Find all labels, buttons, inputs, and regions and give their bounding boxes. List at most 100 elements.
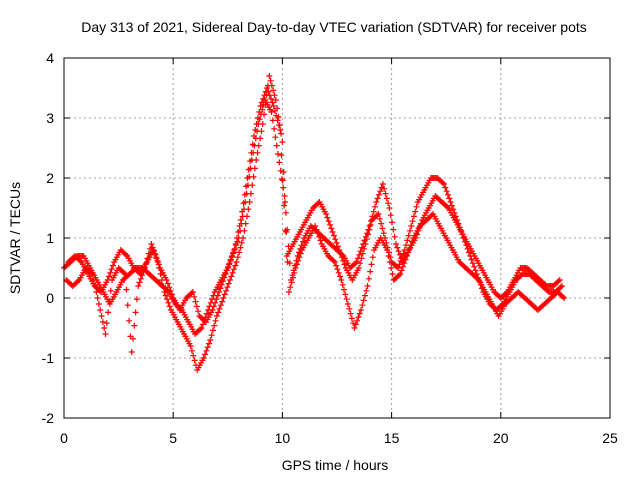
data-point (191, 357, 198, 364)
data-point (242, 199, 249, 205)
data-point (268, 95, 275, 102)
data-point (412, 235, 419, 241)
data-point (278, 176, 285, 183)
data-point (216, 305, 223, 312)
data-point (338, 277, 345, 283)
data-point (350, 320, 357, 327)
data-point (389, 219, 396, 226)
data-point (468, 256, 475, 263)
data-point (270, 87, 277, 94)
data-point (360, 297, 367, 304)
data-point (344, 301, 351, 307)
data-point (122, 271, 129, 277)
data-point (286, 260, 293, 267)
data-point (275, 151, 282, 157)
data-points (61, 73, 568, 373)
data-point (465, 249, 472, 256)
data-point (268, 82, 275, 89)
data-point (368, 261, 375, 268)
data-point (147, 245, 154, 252)
data-point (415, 227, 422, 234)
data-point (236, 249, 243, 256)
data-point (378, 184, 385, 191)
data-point (334, 266, 341, 273)
data-point (339, 251, 346, 258)
data-point (444, 203, 451, 210)
data-point (251, 142, 258, 149)
data-point (340, 286, 347, 293)
data-point (444, 191, 451, 198)
data-point (133, 296, 140, 303)
data-point (107, 287, 114, 294)
data-point (385, 253, 392, 259)
data-point (354, 255, 361, 262)
data-point (342, 291, 349, 298)
data-point (154, 257, 161, 264)
data-point (168, 291, 175, 298)
data-point (329, 229, 336, 235)
data-point (428, 212, 435, 219)
data-point (106, 298, 113, 305)
data-point (132, 309, 139, 316)
data-point (165, 299, 172, 306)
data-point (374, 195, 381, 202)
data-point (282, 209, 289, 216)
data-point (441, 181, 448, 187)
data-point (409, 218, 416, 225)
data-point (315, 200, 322, 207)
data-point (189, 289, 196, 295)
data-point (229, 269, 236, 276)
data-point (136, 279, 143, 286)
data-point (558, 283, 565, 289)
data-point (417, 220, 424, 227)
data-point (358, 307, 365, 313)
data-point (104, 277, 111, 283)
data-point (323, 211, 330, 217)
data-point (208, 332, 215, 339)
data-point (231, 245, 238, 252)
data-point (225, 280, 232, 287)
data-point (367, 268, 374, 275)
data-point (370, 208, 377, 215)
data-point (442, 184, 449, 191)
data-point (377, 188, 384, 195)
data-point (396, 272, 403, 279)
data-point (379, 225, 386, 232)
data-point (557, 284, 564, 291)
data-point (225, 263, 232, 270)
data-point (364, 283, 371, 289)
data-point (130, 335, 137, 342)
data-point (191, 293, 198, 300)
data-point (366, 223, 373, 229)
data-point (247, 165, 254, 172)
data-point (265, 88, 272, 95)
data-point (188, 347, 195, 354)
data-point (263, 92, 270, 99)
data-point (213, 296, 220, 303)
data-point (271, 125, 278, 132)
data-point (238, 220, 245, 227)
data-point (343, 296, 350, 303)
data-point (385, 200, 392, 207)
data-point (268, 109, 275, 115)
data-point (391, 233, 398, 240)
data-point (209, 327, 216, 334)
data-point (348, 315, 355, 322)
x-tick-label: 5 (169, 430, 177, 446)
data-point (213, 313, 220, 319)
data-point (279, 177, 286, 184)
x-tick-label: 25 (602, 430, 618, 446)
data-point (188, 290, 195, 297)
data-point (228, 273, 235, 280)
data-point (382, 190, 389, 197)
data-point (203, 347, 210, 354)
data-point (195, 308, 202, 315)
data-point (136, 269, 143, 276)
data-point (275, 113, 282, 120)
data-point (381, 185, 388, 192)
y-tick-label: -1 (42, 350, 55, 366)
data-point (294, 253, 301, 259)
data-point (413, 203, 420, 210)
data-point (356, 251, 363, 258)
data-point (223, 267, 230, 274)
